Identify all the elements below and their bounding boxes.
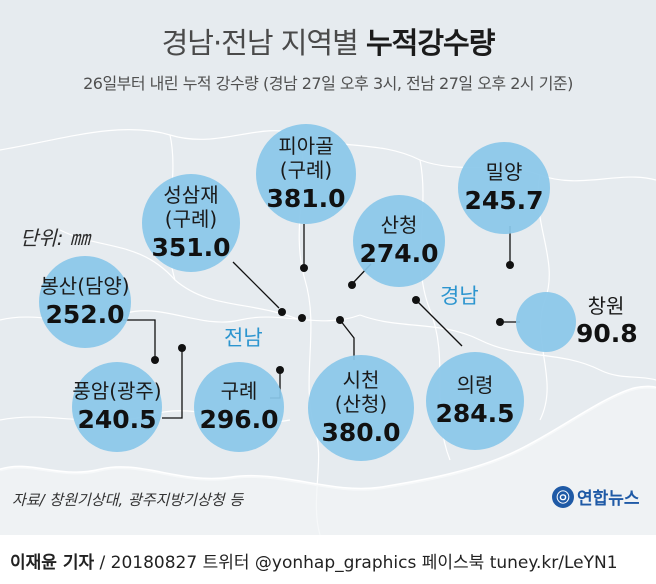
station-value: 274.0 [359,238,439,268]
station-value: 381.0 [266,183,346,213]
station-value: 252.0 [45,299,125,329]
station-value: 245.7 [464,185,544,215]
region-label-gyeongnam: 경남 [440,284,479,308]
region-label-jeonnam: 전남 [224,326,263,350]
station-label-changwon: 창원 90.8 [576,294,638,350]
source-note: 자료/ 창원기상대, 광주지방기상청 등 [12,491,244,509]
station-value: 380.0 [321,417,401,447]
station-name: 의령 [456,373,494,398]
station-bubble-gurye: 구례 296.0 [194,362,284,452]
page-title: 경남·전남 지역별 누적강수량 [161,26,496,60]
station-name: 산청 [380,213,418,238]
station-name: 창원 [587,294,625,318]
station-name: 봉산(담양) [40,274,130,299]
footer-credit: 이재윤 기자 / 20180827 트위터 @yonhap_graphics 페… [10,553,618,573]
subtitle: 26일부터 내린 누적 강수량 (경남 27일 오후 3시, 전남 27일 오후… [83,74,573,93]
station-sub: (산청) [334,392,388,417]
unit-label: 단위: ㎜ [20,226,90,250]
station-bubble-bongsan: 봉산(담양) 252.0 [39,256,131,348]
station-bubble-sicheon: 시천 (산청) 380.0 [308,355,414,461]
yonhap-logo-icon: ㉧ [552,485,574,508]
station-value: 284.5 [435,398,515,428]
station-bubble-pungam: 풍암(광주) 240.5 [72,362,162,452]
station-bubble-piagol: 피아골 (구례) 381.0 [256,124,356,224]
station-bubble-changwon [516,292,576,352]
station-name: 시천 [342,367,380,392]
station-bubble-sancheong: 산청 274.0 [353,195,445,287]
station-value: 296.0 [199,404,279,434]
station-name: 구례 [220,379,258,404]
station-name: 밀양 [485,160,523,185]
station-name: 풍암(광주) [72,379,162,404]
station-value: 351.0 [151,232,231,262]
station-value: 90.8 [576,319,638,349]
station-bubble-seongsamjae: 성삼재 (구례) 351.0 [142,174,240,272]
station-bubble-miryang: 밀양 245.7 [458,142,550,234]
station-sub: (구례) [279,158,333,183]
station-name: 성삼재 [163,182,219,207]
station-bubble-uiryeong: 의령 284.5 [426,352,524,450]
station-name: 피아골 [278,133,334,158]
station-value: 240.5 [77,404,157,434]
station-sub: (구례) [164,207,218,232]
yonhap-logo: ㉧ 연합뉴스 [552,484,640,509]
